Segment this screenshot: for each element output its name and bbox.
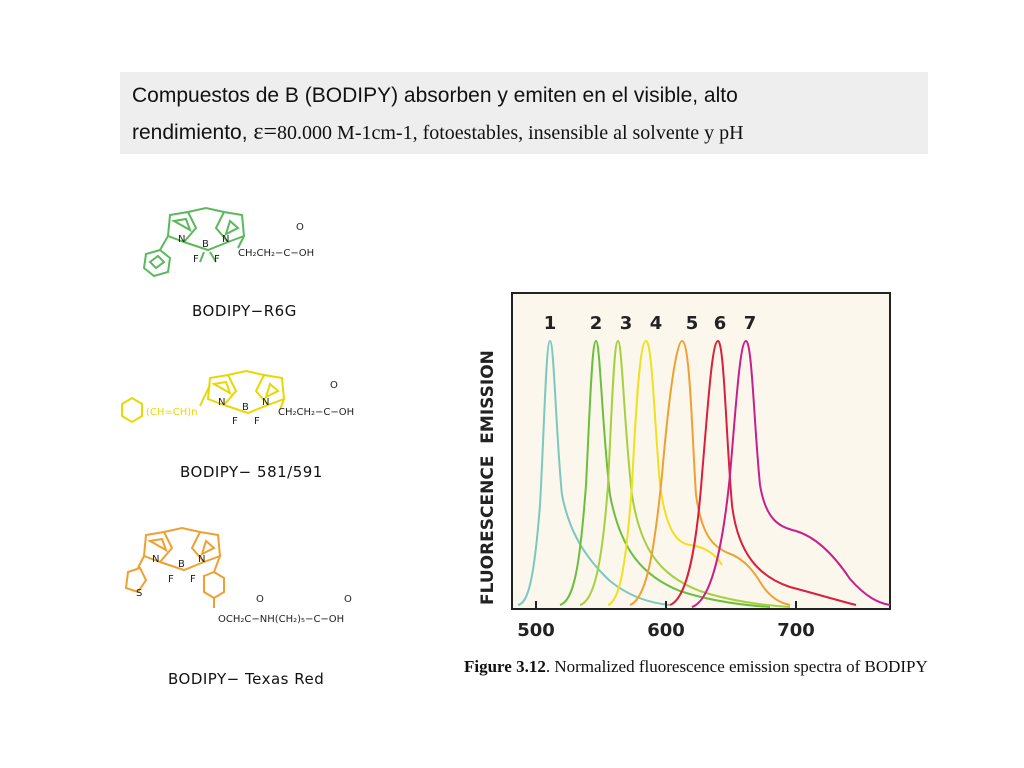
tr-f1: F (168, 574, 174, 585)
structure-texas-red-text: N B N F F S OCH₂C−NH(CH₂)₅−C−OH O O (136, 554, 352, 625)
tr-side-chain: OCH₂C−NH(CH₂)₅−C−OH (218, 614, 344, 625)
tr-carbonyl-o1: O (256, 594, 264, 605)
581-b: B (242, 402, 249, 413)
581-side-chain: CH₂CH₂−C−OH (278, 407, 354, 418)
epsilon-symbol: ε= (253, 119, 278, 145)
581-f2: F (254, 416, 260, 427)
peak-label-6: 6 (714, 313, 727, 334)
peak-label-1: 1 (544, 313, 557, 334)
r6g-b: B (202, 239, 209, 250)
structure-r6g-text: N B N F F CH₂CH₂−C−OH O (178, 222, 314, 265)
581-f1: F (232, 416, 238, 427)
bodipy-structures: N B N F F CH₂CH₂−C−OH O (CH=CH)n N B N F… (121, 206, 354, 625)
tr-b: B (178, 559, 185, 570)
x-tick-label-500: 500 (517, 620, 555, 641)
curve-2 (559, 339, 771, 608)
curve-5 (629, 339, 791, 606)
tr-f2: F (190, 574, 196, 585)
curve-1 (517, 339, 671, 606)
y-axis-label: FLUORESCENCE EMISSION (478, 350, 498, 605)
peak-label-7: 7 (744, 313, 757, 334)
tr-thiophene-s: S (136, 588, 142, 599)
header-line-2-sans: rendimiento, (132, 121, 254, 144)
structure-texas-red (124, 526, 225, 608)
tr-n-right: N (198, 554, 205, 565)
r6g-f2: F (214, 254, 220, 265)
curve-6 (669, 339, 857, 606)
caption-text: . Normalized fluorescence emission spect… (545, 657, 928, 676)
structure-581-text-dark: N B N F F CH₂CH₂−C−OH O (218, 380, 354, 427)
header-line-2-serif: 80.000 M-1cm-1, fotoestables, insensible… (277, 122, 744, 144)
curve-7 (691, 339, 891, 608)
curve-3 (579, 339, 791, 608)
peak-label-4: 4 (650, 313, 663, 334)
structure-581-text: (CH=CH)n (146, 407, 198, 418)
structure-581 (121, 369, 286, 424)
581-n-right: N (262, 397, 269, 408)
emission-curves (517, 339, 891, 608)
caption-label: Figure 3.12 (464, 657, 546, 676)
emission-spectra-figure: FLUORESCENCE EMISSION 1 2 3 4 5 6 7 500 … (478, 292, 891, 641)
header-text-box: Compuestos de B (BODIPY) absorben y emit… (120, 72, 928, 154)
x-tick-label-600: 600 (647, 620, 685, 641)
label-bodipy-r6g: BODIPY−R6G (192, 302, 297, 320)
tr-carbonyl-o2: O (344, 594, 352, 605)
x-axis-tick-labels: 500 600 700 (517, 620, 815, 641)
581-n-left: N (218, 397, 225, 408)
x-tick-label-700: 700 (777, 620, 815, 641)
r6g-n-left: N (178, 234, 185, 245)
header-line-1: Compuestos de B (BODIPY) absorben y emit… (132, 84, 738, 107)
peak-label-2: 2 (590, 313, 603, 334)
plot-area (511, 292, 891, 610)
r6g-n-right: N (222, 234, 229, 245)
581-carbonyl-o: O (330, 380, 338, 391)
peak-label-5: 5 (686, 313, 699, 334)
581-linker: (CH=CH)n (146, 407, 198, 418)
peak-labels: 1 2 3 4 5 6 7 (544, 313, 757, 334)
figure-caption: Figure 3.12. Normalized fluorescence emi… (464, 656, 944, 682)
label-bodipy-texas-red: BODIPY− Texas Red (168, 670, 325, 688)
r6g-carbonyl-o: O (296, 222, 304, 233)
tr-n-left: N (152, 554, 159, 565)
peak-label-3: 3 (620, 313, 633, 334)
r6g-f1: F (193, 254, 199, 265)
header-line-2: rendimiento, ε=80.000 M-1cm-1, fotoestab… (132, 114, 916, 151)
structure-r6g (142, 206, 246, 278)
curve-4 (607, 339, 723, 606)
r6g-side-chain: CH₂CH₂−C−OH (238, 248, 314, 259)
x-axis-ticks (535, 601, 797, 609)
label-bodipy-581: BODIPY− 581/591 (180, 463, 323, 481)
